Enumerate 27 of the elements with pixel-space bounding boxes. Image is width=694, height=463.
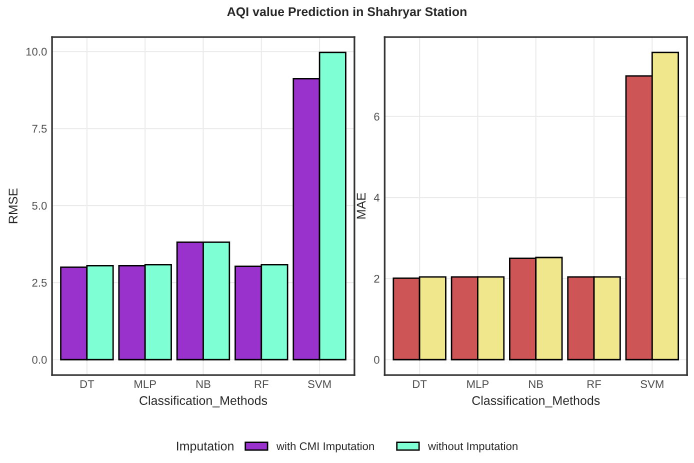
x-tick-label: DT xyxy=(80,380,94,388)
y-tick-label: 6 xyxy=(374,112,380,121)
x-tick-label: NB xyxy=(529,380,543,388)
x-tick-label: MLP xyxy=(134,380,156,388)
legend-title: Imputation xyxy=(177,441,234,453)
chart-title: AQI value Prediction in Shahryar Station xyxy=(227,6,466,19)
y-tick-label: 5.0 xyxy=(32,202,47,210)
y-tick-label: 4 xyxy=(374,194,380,202)
x-tick-label: RF xyxy=(588,380,601,388)
y-tick-label: 2 xyxy=(374,274,380,283)
legend-label: with CMI Imputation xyxy=(276,442,374,452)
y-tick-label: 0.0 xyxy=(32,356,47,364)
x-tick-label: RF xyxy=(254,380,268,388)
y-tick-label: 2.5 xyxy=(32,278,47,287)
y-tick-label: 7.5 xyxy=(32,124,47,133)
x-tick-label: SVM xyxy=(308,380,331,388)
y-axis-title: MAE xyxy=(356,193,366,219)
x-tick-label: MLP xyxy=(467,380,489,388)
x-axis-title: Classification_Methods xyxy=(472,396,600,408)
x-tick-label: SVM xyxy=(640,380,664,388)
x-tick-label: NB xyxy=(196,380,210,388)
y-axis-title: RMSE xyxy=(8,188,18,224)
x-axis-title: Classification_Methods xyxy=(140,396,268,408)
y-tick-label: 10.0 xyxy=(26,48,47,56)
y-tick-label: 0 xyxy=(374,356,380,364)
x-tick-label: DT xyxy=(413,380,427,388)
legend-label: without Imputation xyxy=(428,442,518,452)
